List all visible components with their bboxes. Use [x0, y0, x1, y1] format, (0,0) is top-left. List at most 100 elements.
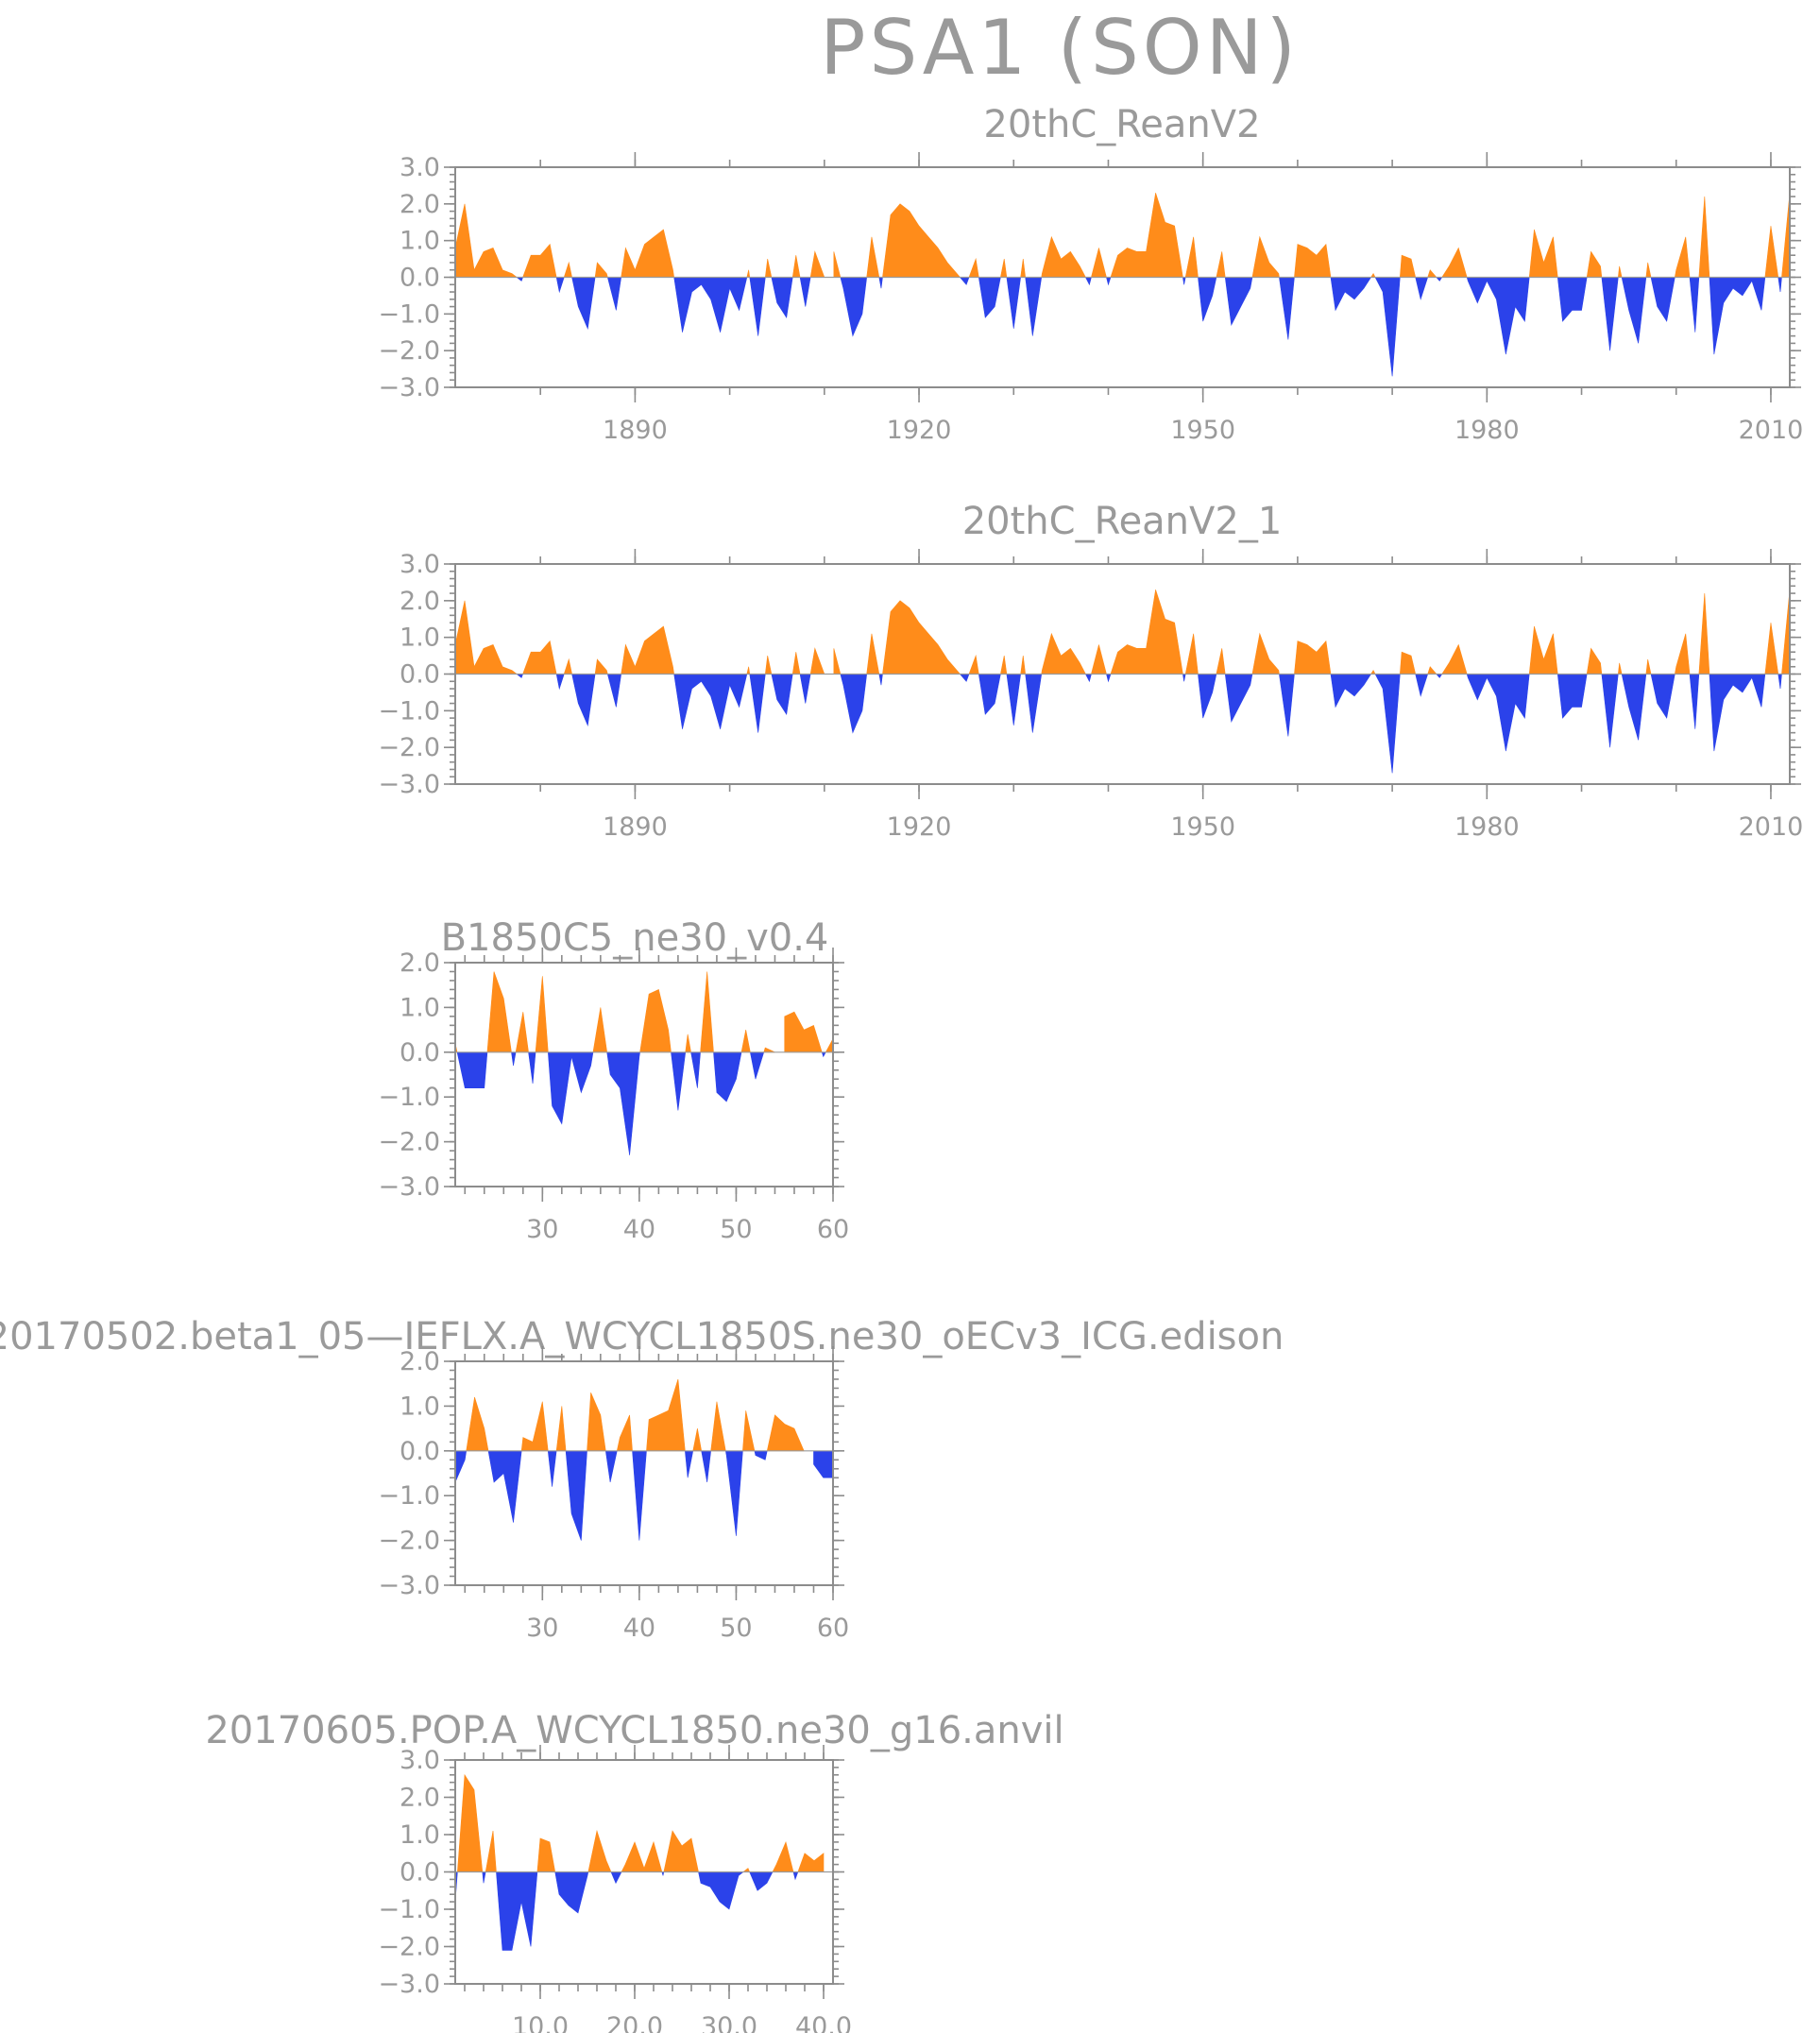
positive-area: [1674, 236, 1691, 278]
positive-area: [1041, 235, 1086, 278]
x-tick-label: 1920: [887, 416, 952, 445]
negative-area: [606, 674, 622, 708]
x-tick-label: 50: [720, 1215, 752, 1244]
negative-area: [754, 1450, 768, 1461]
y-tick-label: 2.0: [400, 1347, 440, 1376]
negative-area: [673, 674, 748, 729]
negative-area: [1650, 277, 1675, 322]
negative-area: [813, 1450, 834, 1478]
negative-area: [1777, 277, 1782, 293]
positive-area: [1645, 262, 1652, 278]
plot-frame: [454, 1360, 834, 1586]
positive-area: [1251, 235, 1280, 278]
positive-area: [866, 633, 880, 675]
positive-area: [1399, 651, 1417, 675]
y-tick-label: −2.0: [378, 733, 440, 762]
positive-area: [457, 1773, 484, 1872]
negative-area: [1279, 674, 1295, 737]
negative-area: [1006, 674, 1021, 726]
negative-area: [978, 277, 1001, 318]
y-tick-label: −2.0: [378, 336, 440, 366]
x-tick-label: 40: [623, 1614, 655, 1643]
y-tick-label: −1.0: [378, 1895, 440, 1924]
negative-area: [1224, 674, 1253, 723]
x-tick-label: 1980: [1454, 416, 1520, 445]
positive-area: [791, 255, 801, 278]
positive-area: [809, 250, 825, 278]
negative-area: [749, 1051, 765, 1080]
negative-area: [1374, 674, 1401, 774]
negative-area: [454, 1450, 468, 1483]
negative-area: [571, 277, 596, 330]
negative-area: [1621, 277, 1647, 344]
positive-area: [522, 640, 557, 675]
y-tick-label: −3.0: [378, 1172, 440, 1202]
positive-area: [616, 1414, 633, 1452]
negative-area: [456, 1051, 488, 1089]
positive-area: [1216, 251, 1226, 278]
y-tick-label: −1.0: [378, 1481, 440, 1511]
positive-area: [1294, 243, 1332, 278]
negative-area: [749, 674, 766, 733]
negative-area: [978, 674, 1001, 715]
negative-area: [554, 1871, 589, 1914]
x-tick-label: 50: [720, 1614, 752, 1643]
negative-area: [496, 1871, 538, 1951]
positive-area: [746, 666, 751, 675]
negative-area: [673, 277, 748, 333]
positive-area: [1041, 632, 1086, 675]
negative-area: [1182, 277, 1186, 285]
positive-area: [520, 1401, 549, 1452]
negative-area: [840, 277, 868, 337]
x-tick-label: 40: [623, 1215, 655, 1244]
y-tick-label: −2.0: [378, 1527, 440, 1556]
area-fills: [454, 589, 1791, 774]
y-tick-label: −1.0: [378, 696, 440, 726]
negative-area: [701, 1450, 711, 1483]
y-tick-label: 0.0: [400, 1038, 440, 1068]
positive-area: [1586, 250, 1603, 278]
positive-area: [710, 1401, 726, 1452]
negative-area: [1084, 674, 1092, 683]
positive-area: [1184, 236, 1199, 278]
positive-area: [1764, 623, 1779, 675]
panels: 20thC_ReanV2 3.0 2.0 1.0 0.0 −1.0 −2.0 −3.0 1890…: [0, 103, 1803, 2033]
positive-area: [882, 203, 961, 278]
positive-area: [621, 229, 675, 278]
negative-area: [1466, 277, 1530, 355]
positive-area: [1110, 589, 1183, 675]
negative-area: [690, 1051, 701, 1088]
negative-area: [878, 277, 883, 289]
positive-area: [555, 1406, 567, 1452]
negative-area: [1777, 674, 1782, 690]
y-tick-label: 0.0: [400, 1858, 440, 1888]
positive-area: [1020, 656, 1026, 675]
negative-area: [1084, 277, 1092, 286]
positive-area: [592, 1007, 608, 1053]
negative-area: [1279, 277, 1295, 340]
positive-area: [763, 1047, 775, 1053]
chart-panel-4: 20170502.beta1_05—IEFLX.A_WCYCL1850S.ne3…: [0, 1315, 1284, 1643]
positive-area: [1216, 648, 1226, 675]
positive-area: [594, 262, 608, 278]
positive-area: [1427, 269, 1437, 278]
negative-area: [1182, 674, 1186, 682]
positive-area: [663, 1830, 699, 1872]
chart-panel-2: 20thC_ReanV2_1 3.0 2.0 1.0 0.0 −1.0 −2.0 −3.0 18…: [378, 500, 1803, 842]
figure-title: PSA1 (SON): [820, 4, 1300, 92]
positive-area: [621, 625, 675, 675]
positive-area: [1000, 259, 1008, 278]
negative-area: [1025, 277, 1043, 336]
y-tick-label: 0.0: [400, 264, 440, 293]
y-tick-label: 1.0: [400, 1820, 440, 1850]
negative-area: [1198, 277, 1217, 322]
negative-area: [632, 1450, 647, 1541]
negative-area: [771, 674, 793, 716]
negative-area: [511, 1051, 517, 1067]
negative-area: [1006, 277, 1021, 329]
positive-area: [1294, 640, 1332, 675]
positive-area: [1427, 666, 1437, 675]
negative-area: [1689, 277, 1700, 333]
positive-area: [1091, 248, 1107, 278]
positive-area: [1698, 593, 1710, 675]
